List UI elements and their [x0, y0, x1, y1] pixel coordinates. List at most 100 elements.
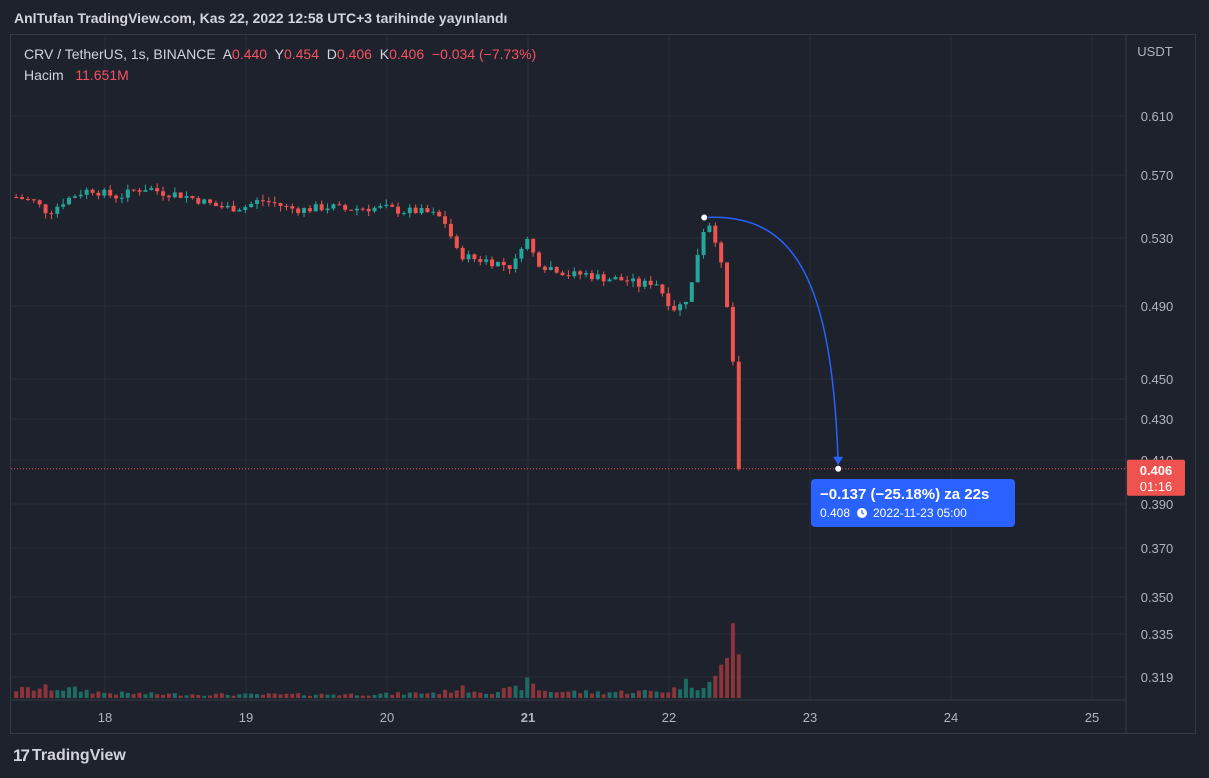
currency-label: USDT [1137, 44, 1172, 59]
candle-body [284, 205, 289, 207]
chart-frame[interactable] [10, 34, 1196, 734]
candle-body [401, 213, 406, 215]
volume-bar [525, 677, 530, 698]
y-tick-label: 0.570 [1141, 168, 1174, 183]
volume-bar [290, 693, 295, 698]
volume-bar [172, 693, 177, 698]
volume-bar [307, 695, 312, 698]
volume-value: 11.651M [75, 67, 129, 83]
volume-bar [161, 694, 166, 698]
bar-countdown: 01:16 [1140, 479, 1173, 494]
high-label: Y [274, 46, 284, 62]
candle-body [14, 197, 19, 199]
candle-body [102, 189, 107, 196]
low-label: D [326, 46, 337, 62]
x-tick-label: 25 [1085, 710, 1099, 725]
measure-change-text: −0.137 (−25.18%) za 22s [820, 486, 989, 503]
candle-body [149, 188, 154, 191]
candle-body [701, 231, 706, 255]
y-tick-label: 0.490 [1141, 299, 1174, 314]
candle-body [413, 207, 418, 214]
candle-body [725, 262, 730, 308]
volume-bar [125, 692, 130, 698]
candle-body [249, 203, 254, 208]
candle-body [337, 204, 342, 206]
y-tick-label: 0.319 [1141, 670, 1174, 685]
candle-body [20, 197, 25, 200]
volume-bar [625, 693, 630, 698]
candle-body [378, 206, 383, 208]
candle-body [78, 194, 83, 197]
volume-bar [578, 693, 583, 698]
candle-body [343, 205, 348, 210]
measure-start-point [700, 213, 709, 222]
candle-body [266, 201, 271, 203]
volume-bar [278, 694, 283, 698]
candle-body [619, 277, 624, 281]
volume-bar [366, 695, 371, 698]
published-header: AnlTufan TradingView.com, Kas 22, 2022 1… [14, 10, 508, 26]
candle-body [490, 259, 495, 267]
candle-body [419, 208, 424, 214]
y-tick-label: 0.610 [1141, 109, 1174, 124]
candle-body [55, 206, 60, 214]
volume-bar [266, 693, 271, 698]
candle-body [648, 280, 653, 286]
candle-body [319, 204, 324, 211]
volume-bar [478, 692, 483, 698]
candle-body [72, 196, 77, 198]
candle-body [225, 205, 230, 208]
volume-bar [484, 693, 489, 698]
candle-body [572, 271, 577, 277]
volume-bar [260, 694, 265, 698]
candle-body [425, 208, 430, 213]
candle-body [290, 206, 295, 209]
volume-bar [202, 695, 207, 698]
candle-body [631, 278, 636, 282]
candle-body [407, 207, 412, 214]
candle-body [454, 236, 459, 248]
candle-body [672, 306, 677, 311]
candle-body [119, 197, 124, 199]
volume-bar [349, 693, 354, 698]
x-tick-label: 18 [98, 710, 112, 725]
candle-body [296, 208, 301, 213]
candle-body [172, 192, 177, 198]
candle-body [396, 206, 401, 214]
candle-body [695, 254, 700, 283]
volume-bar [149, 692, 154, 698]
tradingview-logo[interactable]: 17 TradingView [13, 746, 126, 766]
candle-body [278, 203, 283, 206]
volume-bar [55, 690, 60, 698]
candle-body [155, 188, 160, 192]
candle-body [302, 208, 307, 213]
candle-body [531, 239, 536, 253]
volume-bar [284, 693, 289, 698]
volume-bar [466, 692, 471, 698]
volume-bar [513, 685, 518, 698]
candle-body [719, 242, 724, 263]
volume-bar [302, 695, 307, 698]
volume-bar [448, 692, 453, 698]
candle-body [166, 195, 171, 198]
volume-bar [537, 690, 542, 698]
candle-body [25, 199, 30, 201]
chart-legend: CRV / TetherUS, 1s, BINANCE A0.440 Y0.45… [24, 45, 536, 87]
candle-body [484, 259, 489, 262]
volume-bar [14, 691, 19, 698]
candle-body [213, 202, 218, 207]
change-value: −0.034 (−7.73%) [431, 46, 537, 62]
candle-body [566, 275, 571, 277]
candle-body [431, 211, 436, 213]
volume-bar [61, 690, 66, 698]
volume-bar [660, 692, 665, 698]
candle-body [460, 247, 465, 260]
candle-body [131, 189, 136, 191]
open-value: 0.440 [232, 46, 268, 62]
candle-body [390, 204, 395, 207]
volume-bar [102, 692, 107, 698]
candle-body [49, 213, 54, 215]
candle-body [437, 211, 442, 217]
volume-bar [531, 683, 536, 698]
